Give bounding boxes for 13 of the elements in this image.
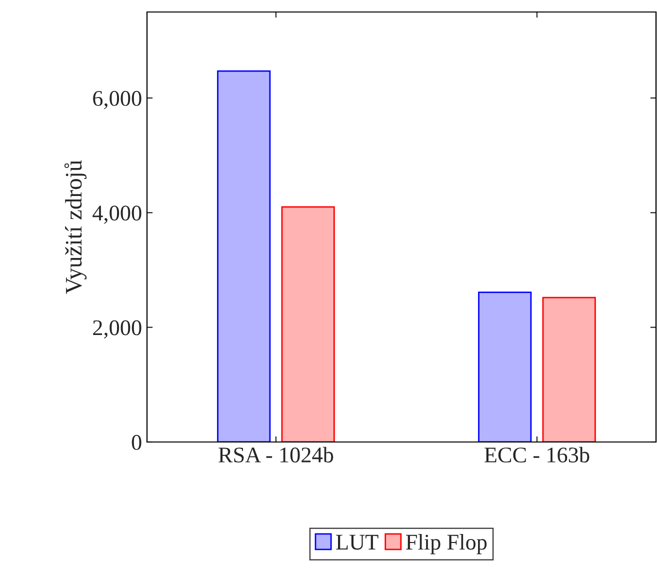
y-axis-title: Využití zdrojů xyxy=(64,160,87,294)
y-tick-label: 2,000 xyxy=(93,320,142,338)
bar xyxy=(217,70,271,442)
legend-label: Flip Flop xyxy=(406,534,487,554)
y-tick-label: 6,000 xyxy=(93,90,142,110)
bar xyxy=(478,292,532,442)
legend-label: LUT xyxy=(336,534,378,550)
x-tick-label: RSA - 1024b xyxy=(218,446,334,462)
y-tick-label: 0 xyxy=(132,434,142,450)
bar xyxy=(542,296,596,442)
bar xyxy=(281,206,335,442)
x-tick-label: ECC - 163b xyxy=(484,446,590,462)
y-tick-label: 4,000 xyxy=(92,206,142,224)
